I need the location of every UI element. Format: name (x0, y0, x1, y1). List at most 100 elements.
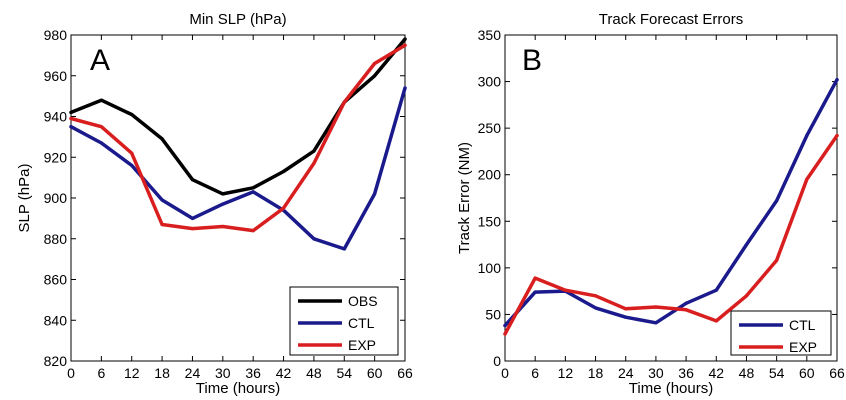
x-tick-label: 30 (648, 365, 664, 381)
data-point-obs (69, 110, 73, 115)
data-point-exp (373, 61, 377, 66)
legend-label: CTL (348, 315, 375, 331)
x-tick-label: 0 (501, 365, 509, 381)
data-point-exp (624, 307, 628, 311)
data-point-exp (281, 206, 286, 210)
data-point-ctl (221, 202, 225, 206)
data-point-exp (805, 177, 809, 181)
x-tick-label: 24 (185, 365, 201, 381)
y-tick-label: 300 (478, 74, 502, 90)
x-tick-label: 24 (618, 365, 634, 381)
x-tick-label: 42 (708, 365, 724, 381)
data-point-obs (160, 137, 164, 141)
data-point-exp (775, 258, 779, 263)
x-tick-label: 66 (829, 365, 845, 381)
data-point-ctl (342, 247, 346, 251)
data-point-exp (403, 43, 407, 47)
series-line-ctl (69, 86, 407, 251)
data-point-exp (533, 276, 537, 280)
data-point-obs (99, 98, 103, 102)
data-point-ctl (69, 125, 73, 129)
y-tick-label: 860 (44, 272, 68, 288)
data-point-ctl (160, 198, 164, 202)
data-point-exp (593, 294, 598, 298)
y-tick-label: 880 (44, 231, 68, 247)
x-tick-label: 12 (124, 365, 140, 381)
data-point-ctl (533, 290, 537, 294)
data-point-ctl (624, 315, 628, 319)
data-point-exp (130, 151, 134, 155)
data-point-ctl (593, 306, 598, 310)
data-point-exp (563, 288, 567, 292)
x-tick-label: 66 (397, 365, 413, 381)
data-point-obs (221, 192, 225, 196)
data-point-ctl (654, 321, 658, 325)
data-point-exp (744, 294, 749, 298)
y-tick-label: 900 (44, 190, 68, 206)
data-point-exp (714, 319, 718, 323)
x-axis-label: Time (hours) (196, 380, 280, 397)
x-tick-label: 60 (367, 365, 383, 381)
data-point-ctl (714, 288, 718, 292)
x-tick-label: 60 (799, 365, 815, 381)
data-point-ctl (775, 199, 779, 203)
data-point-exp (503, 332, 507, 336)
data-point-exp (654, 305, 658, 309)
x-tick-label: 48 (306, 365, 322, 381)
x-tick-label: 6 (97, 365, 105, 381)
data-point-exp (69, 116, 73, 121)
data-point-ctl (684, 301, 688, 305)
data-point-ctl (190, 216, 195, 220)
data-point-ctl (251, 190, 255, 194)
data-point-exp (190, 226, 195, 231)
data-point-exp (160, 222, 164, 227)
data-point-ctl (130, 163, 134, 167)
panel-label: B (522, 44, 542, 77)
data-point-ctl (744, 242, 749, 247)
data-point-exp (221, 224, 225, 229)
y-tick-label: 150 (478, 213, 502, 229)
y-tick-label: 920 (44, 149, 68, 165)
legend-label: CTL (789, 317, 816, 333)
legend-label: EXP (789, 339, 817, 355)
chart-title: Track Forecast Errors (599, 11, 743, 28)
y-tick-label: 840 (44, 312, 68, 328)
data-point-exp (99, 125, 103, 129)
data-point-ctl (99, 141, 103, 145)
data-point-obs (251, 186, 255, 190)
legend-label: EXP (348, 337, 376, 353)
series-line-exp (69, 43, 407, 233)
data-point-ctl (312, 237, 316, 241)
data-point-obs (190, 178, 195, 182)
x-tick-label: 42 (276, 365, 292, 381)
x-axis-label: Time (hours) (629, 380, 713, 397)
data-point-exp (312, 161, 316, 165)
legend-label: OBS (348, 293, 378, 309)
data-point-obs (281, 169, 286, 174)
data-point-exp (342, 100, 346, 104)
data-point-exp (835, 133, 839, 138)
y-tick-label: 250 (478, 120, 502, 136)
y-tick-label: 50 (485, 306, 501, 322)
chart-title: Min SLP (hPa) (189, 11, 286, 28)
x-tick-label: 48 (739, 365, 755, 381)
y-tick-label: 100 (478, 260, 502, 276)
x-tick-label: 54 (769, 365, 785, 381)
data-point-ctl (373, 192, 377, 196)
data-point-ctl (503, 324, 507, 328)
data-point-ctl (403, 86, 407, 90)
y-tick-label: 0 (493, 353, 501, 369)
y-tick-label: 820 (44, 353, 68, 369)
data-point-ctl (805, 133, 809, 138)
data-point-obs (130, 112, 134, 117)
data-point-exp (251, 229, 255, 233)
y-tick-label: 980 (44, 27, 68, 43)
x-tick-label: 36 (678, 365, 694, 381)
y-tick-label: 350 (478, 27, 502, 43)
panel-label: A (90, 44, 110, 77)
y-tick-label: 940 (44, 109, 68, 125)
y-axis-label: Track Error (NM) (456, 142, 473, 254)
x-tick-label: 54 (336, 365, 352, 381)
x-tick-label: 30 (215, 365, 231, 381)
data-point-obs (373, 74, 377, 78)
